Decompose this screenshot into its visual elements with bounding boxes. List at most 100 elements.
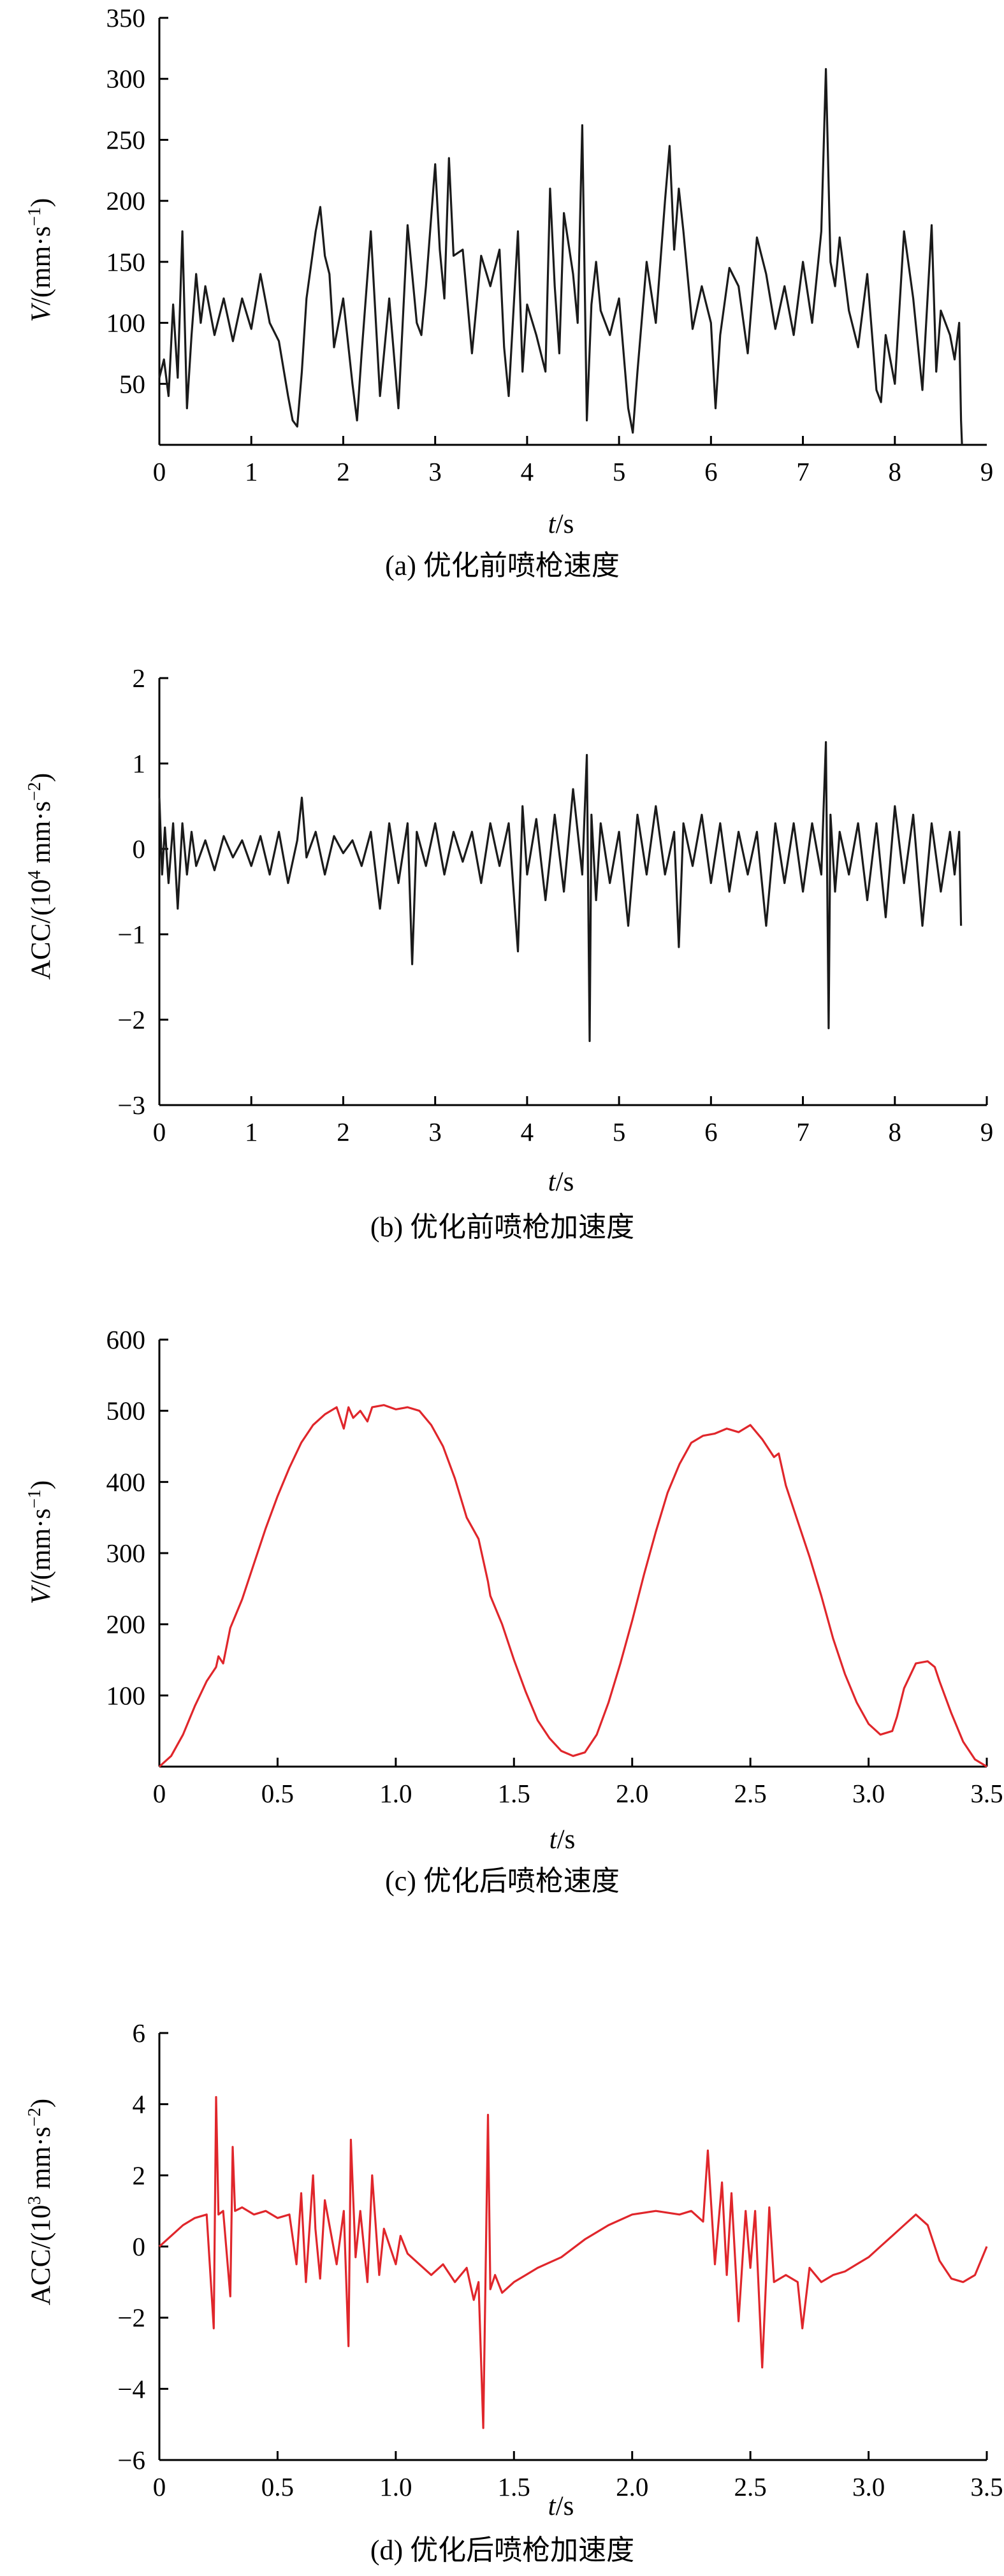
panel-a-y-tick-label: 150: [106, 247, 146, 277]
panel-a-ylabel-exp: −1: [25, 207, 45, 226]
panel-d-ylabel-unit: ACC/(10: [26, 2205, 56, 2306]
panel-a-ylabel-var: V: [26, 302, 56, 322]
panel-c-y-tick-label: 400: [106, 1467, 146, 1496]
panel-c-y-tick-label: 300: [106, 1538, 146, 1568]
panel-a-x-tick-label: 9: [980, 457, 994, 486]
panel-a-y-tick-label: 100: [106, 308, 146, 338]
panel-a-ylabel-unit: /(mm·s: [26, 226, 56, 305]
panel-c-x-tick-label: 1.0: [379, 1779, 412, 1808]
panel-a-x-tick-label: 3: [428, 457, 442, 486]
panel-d-x-tick-label: 0: [153, 2472, 166, 2501]
panel-a-x-tick-label: 6: [704, 457, 718, 486]
panel-d-caption: (d) 优化后喷枪加速度: [370, 2535, 634, 2566]
panel-c-x-tick-label: 2.5: [734, 1779, 767, 1808]
panel-a-xlabel-var: t: [548, 509, 557, 539]
panel-c-x-tick-label: 1.5: [498, 1779, 530, 1808]
panel-d-y-tick-label: −2: [117, 2303, 145, 2333]
panel-c-ylabel-exp: −1: [25, 1489, 45, 1509]
panel-c-x-tick-label: 3.5: [970, 1779, 1003, 1808]
panel-a-caption: (a) 优化前喷枪速度: [385, 550, 620, 581]
panel-a-velocity-before: V/(mm·s−1) t/s (a) 优化前喷枪速度 5010015020025…: [25, 3, 994, 581]
panel-d-acceleration-after: ACC/(103 mm·s−2) t/s (d) 优化后喷枪加速度 −6 −4 −2…: [25, 2018, 1003, 2566]
panel-c-caption: (c) 优化后喷枪速度: [385, 1865, 620, 1897]
panel-d-x-tick-label: 3.5: [970, 2472, 1003, 2501]
panel-c-y-tick-label: 600: [106, 1325, 146, 1354]
panel-d-y-tick-label: 0: [133, 2232, 146, 2261]
panel-c-ylabel-unit: /(mm·s: [26, 1509, 56, 1588]
panel-c-xlabel-var: t: [549, 1825, 558, 1855]
panel-b-acceleration-before: ACC/(104 mm·s−2) t/s (b) 优化前喷枪加速度 −3−2−1…: [25, 663, 994, 1243]
panel-a-y-tick-label: 300: [106, 64, 146, 94]
panel-d-y-tick-label: −4: [117, 2374, 145, 2403]
panel-b-x-tick-label: 8: [889, 1117, 902, 1147]
panel-b-ylabel-exp2: −2: [25, 782, 45, 801]
panel-a-x-tick-label: 2: [337, 457, 350, 486]
panel-d-y-tick-label: 6: [133, 2018, 146, 2048]
panel-d-ylabel-unit2: mm·s: [26, 2127, 56, 2196]
panel-b-ylabel: ACC/(104 mm·s−2): [25, 773, 57, 980]
panel-d-x-tick-label: 3.0: [852, 2472, 885, 2501]
panel-b-y-tick-label: −2: [117, 1005, 145, 1034]
panel-b-x-tick-label: 2: [337, 1117, 350, 1147]
panel-b-x-tick-label: 0: [153, 1117, 166, 1147]
panel-b-ylabel-unit: ACC/(10: [26, 879, 56, 980]
panel-b-x-tick-label: 4: [521, 1117, 534, 1147]
panel-c-ylabel: V/(mm·s−1): [25, 1480, 57, 1605]
panel-b-ylabel-exp: 4: [25, 871, 45, 879]
panel-a-x-tick-label: 4: [521, 457, 534, 486]
panel-c-ylabel-close: ): [26, 1480, 56, 1489]
panel-a-ylabel: V/(mm·s−1): [25, 198, 57, 322]
panel-d-y-tick-label: 4: [133, 2090, 146, 2119]
panel-b-series-line: [158, 741, 963, 1043]
panel-b-x-tick-label: 9: [980, 1117, 994, 1147]
panel-c-x-tick-label: 2.0: [616, 1779, 648, 1808]
panel-b-xlabel: t/s: [548, 1167, 574, 1197]
panel-d-y-tick-label: 2: [133, 2160, 146, 2190]
panel-a-xlabel: t/s: [548, 509, 574, 539]
panel-b-xlabel-unit: /s: [556, 1167, 574, 1197]
panel-d-xlabel-var: t: [548, 2491, 557, 2521]
panel-b-x-tick-label: 5: [613, 1117, 626, 1147]
panel-a-x-tick-label: 7: [796, 457, 810, 486]
panel-a-x-tick-label: 0: [153, 457, 166, 486]
panel-a-x-tick-label: 1: [245, 457, 258, 486]
panel-a-ylabel-close: ): [26, 198, 56, 207]
panel-b-y-tick-label: 1: [133, 749, 146, 778]
panel-a-xlabel-unit: /s: [556, 509, 574, 539]
panel-c-ylabel-var: V: [26, 1584, 56, 1604]
panel-c-x-tick-label: 0.5: [261, 1779, 294, 1808]
panel-b-y-tick-label: 2: [133, 663, 146, 693]
panel-b-xlabel-var: t: [548, 1167, 557, 1197]
panel-d-xlabel-unit: /s: [556, 2491, 574, 2521]
panel-a-y-tick-label: 250: [106, 125, 146, 154]
panel-c-x-tick-label: 3.0: [852, 1779, 885, 1808]
panel-b-x-tick-label: 1: [245, 1117, 258, 1147]
panel-b-ylabel-close: ): [26, 773, 56, 782]
panel-c-y-tick-label: 500: [106, 1396, 146, 1426]
panel-c-velocity-after: V/(mm·s−1) t/s (c) 优化后喷枪速度 100 200 300 400 5…: [25, 1325, 1003, 1897]
panel-d-ylabel: ACC/(103 mm·s−2): [25, 2099, 57, 2306]
panel-c-series-line: [158, 1404, 987, 1768]
panel-d-series-line: [158, 2095, 988, 2429]
panel-b-x-tick-label: 3: [428, 1117, 442, 1147]
panel-d-x-tick-label: 1.5: [498, 2472, 530, 2501]
panel-a-y-tick-label: 350: [106, 3, 146, 33]
panel-d-ylabel-exp: 3: [25, 2196, 45, 2205]
panel-b-x-tick-label: 6: [704, 1117, 718, 1147]
panel-d-x-tick-label: 1.0: [379, 2472, 412, 2501]
panel-c-x-tick-label: 0: [153, 1779, 166, 1808]
panel-d-x-tick-label: 0.5: [261, 2472, 294, 2501]
panel-d-x-tick-label: 2.0: [616, 2472, 648, 2501]
panel-b-y-tick-label: −3: [117, 1090, 145, 1120]
panel-b-y-tick-label: 0: [133, 834, 146, 864]
panel-c-xlabel: t/s: [549, 1825, 576, 1855]
panel-d-ylabel-close: ): [26, 2099, 56, 2108]
panel-c-y-tick-label: 200: [106, 1610, 146, 1639]
panel-d-y-tick-label: −6: [117, 2445, 145, 2475]
panel-c-y-tick-label: 100: [106, 1681, 146, 1710]
panel-a-x-tick-label: 8: [889, 457, 902, 486]
panel-d-x-tick-label: 2.5: [734, 2472, 767, 2501]
panel-b-x-tick-label: 7: [796, 1117, 810, 1147]
panel-a-y-tick-label: 50: [119, 369, 145, 398]
